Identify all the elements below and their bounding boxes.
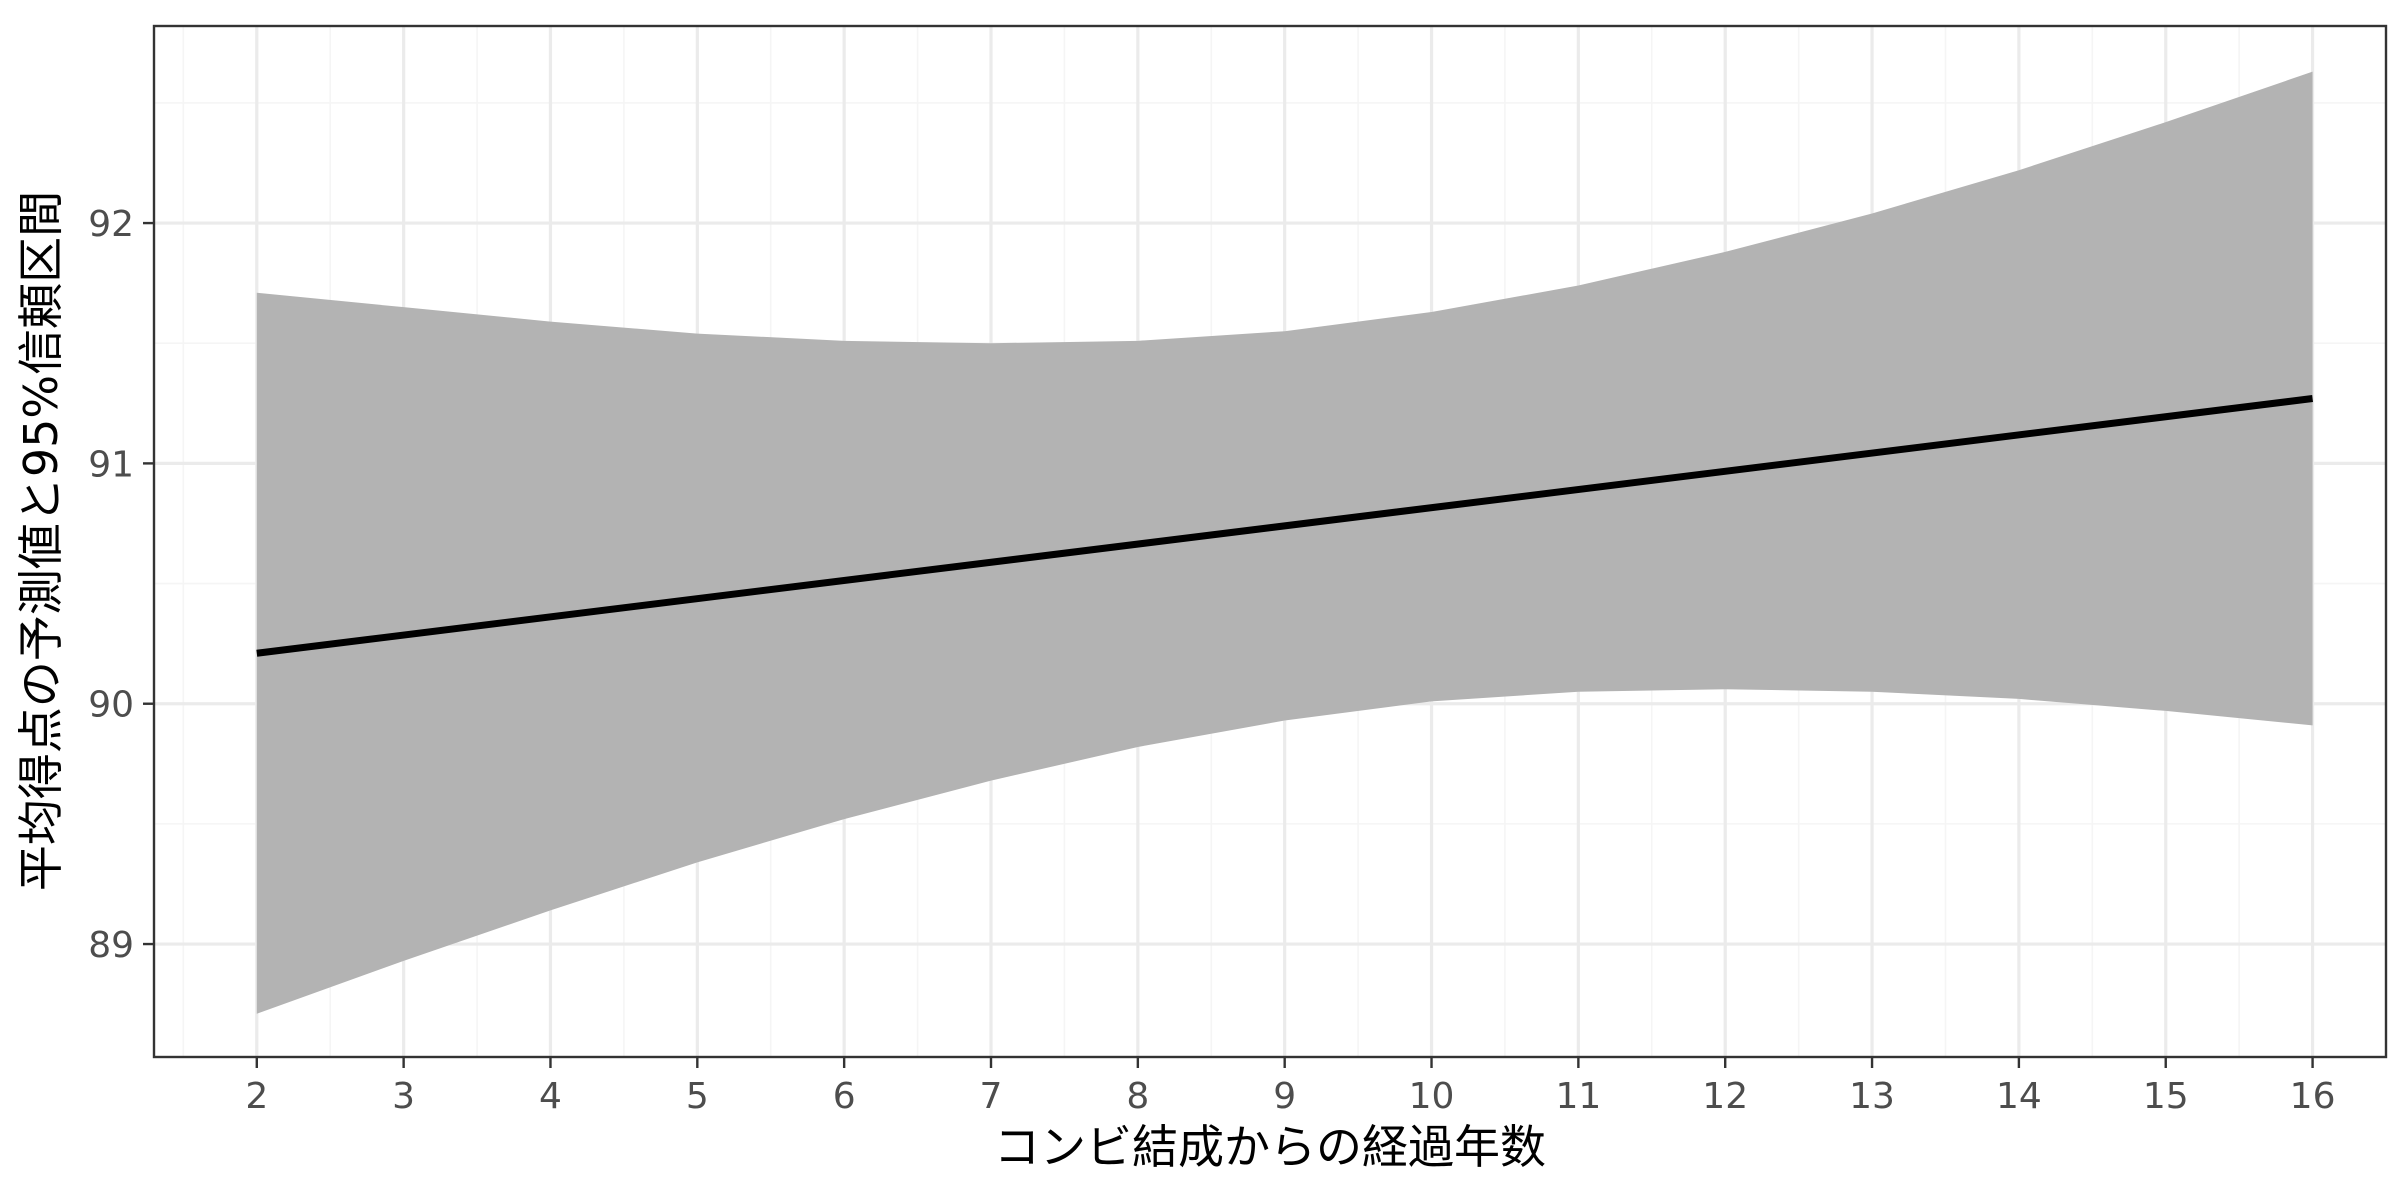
x-tick-label: 3 <box>392 1076 415 1117</box>
x-tick-label: 11 <box>1555 1076 1601 1117</box>
x-tick-label: 7 <box>980 1076 1003 1117</box>
x-tick-label: 2 <box>245 1076 268 1117</box>
confidence-ribbon <box>256 71 2313 1014</box>
x-axis-ticks: 2 3 4 5 6 7 8 9 10 11 12 13 14 15 16 <box>245 1057 2335 1117</box>
y-axis-ticks: 89 90 91 92 <box>88 204 154 966</box>
x-tick-label: 14 <box>1996 1076 2042 1117</box>
x-tick-label: 15 <box>2143 1076 2189 1117</box>
x-tick-label: 13 <box>1849 1076 1895 1117</box>
x-axis-title: コンビ結成からの経過年数 <box>994 1120 1546 1174</box>
y-tick-label: 89 <box>88 925 134 966</box>
x-tick-label: 4 <box>539 1076 562 1117</box>
x-tick-label: 6 <box>833 1076 856 1117</box>
x-tick-label: 9 <box>1273 1076 1296 1117</box>
x-tick-label: 8 <box>1126 1076 1149 1117</box>
plot-panel-border <box>152 24 2388 1059</box>
y-axis-title: 平均得点の予測値と95%信頼区間 <box>14 191 68 891</box>
x-tick-label: 5 <box>686 1076 709 1117</box>
fit-line <box>256 395 2314 657</box>
x-tick-label: 12 <box>1702 1076 1748 1117</box>
y-tick-label: 91 <box>88 444 134 485</box>
x-tick-label: 16 <box>2290 1076 2336 1117</box>
y-tick-label: 90 <box>88 685 134 726</box>
y-tick-label: 92 <box>88 204 134 245</box>
x-tick-label: 10 <box>1409 1076 1455 1117</box>
